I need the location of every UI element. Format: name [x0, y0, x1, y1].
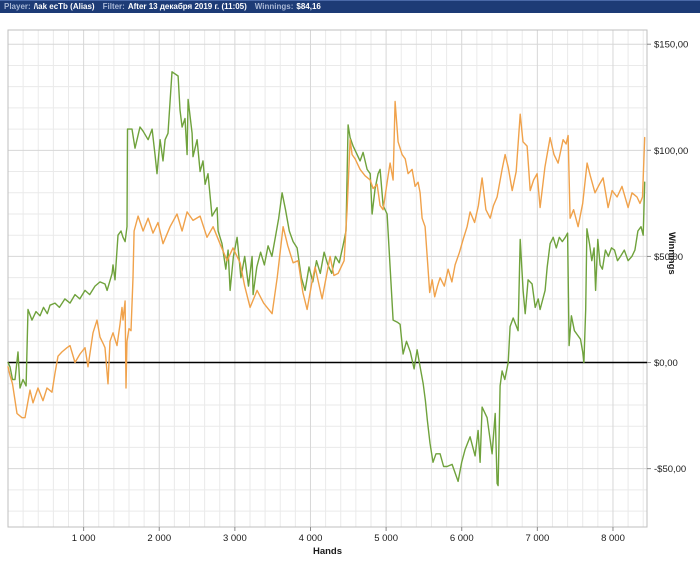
x-tick-label: 4 000 [299, 533, 323, 544]
y-tick-label: $100,00 [654, 146, 688, 157]
y-tick-label: $0,00 [654, 358, 678, 369]
y-axis-title: Winnings [666, 232, 677, 275]
y-tick-label: -$50,00 [654, 464, 686, 475]
filter-label: Filter: [102, 2, 125, 11]
winnings-value: $84,16 [296, 2, 321, 11]
filter-value: After 13 декабря 2019 г. (11:05) [127, 2, 247, 11]
x-tick-label: 5 000 [374, 533, 398, 544]
series-orange-line [7, 100, 646, 419]
y-tick-label: $50,00 [654, 252, 683, 263]
x-tick-label: 8 000 [601, 533, 625, 544]
plot-border [7, 29, 648, 528]
y-tick-label: $150,00 [654, 40, 688, 51]
status-titlebar: Player: /\ak ecTb (Alias) Filter: After … [0, 0, 700, 13]
player-label: Player: [4, 2, 31, 11]
x-tick-label: 6 000 [450, 533, 474, 544]
winnings-label: Winnings: [254, 2, 294, 11]
x-tick-label: 1 000 [72, 533, 96, 544]
x-axis-title: Hands [312, 546, 343, 557]
x-tick-label: 7 000 [525, 533, 549, 544]
player-value: /\ak ecTb (Alias) [33, 2, 95, 11]
x-tick-label: 3 000 [223, 533, 247, 544]
x-tick-label: 2 000 [147, 533, 171, 544]
